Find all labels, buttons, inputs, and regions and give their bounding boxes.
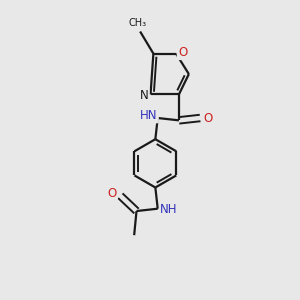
Text: CH₃: CH₃ — [129, 18, 147, 28]
Text: O: O — [107, 187, 117, 200]
Text: O: O — [178, 46, 187, 59]
Text: O: O — [204, 112, 213, 124]
Text: N: N — [140, 89, 148, 102]
Text: HN: HN — [140, 109, 158, 122]
Text: NH: NH — [160, 203, 178, 216]
